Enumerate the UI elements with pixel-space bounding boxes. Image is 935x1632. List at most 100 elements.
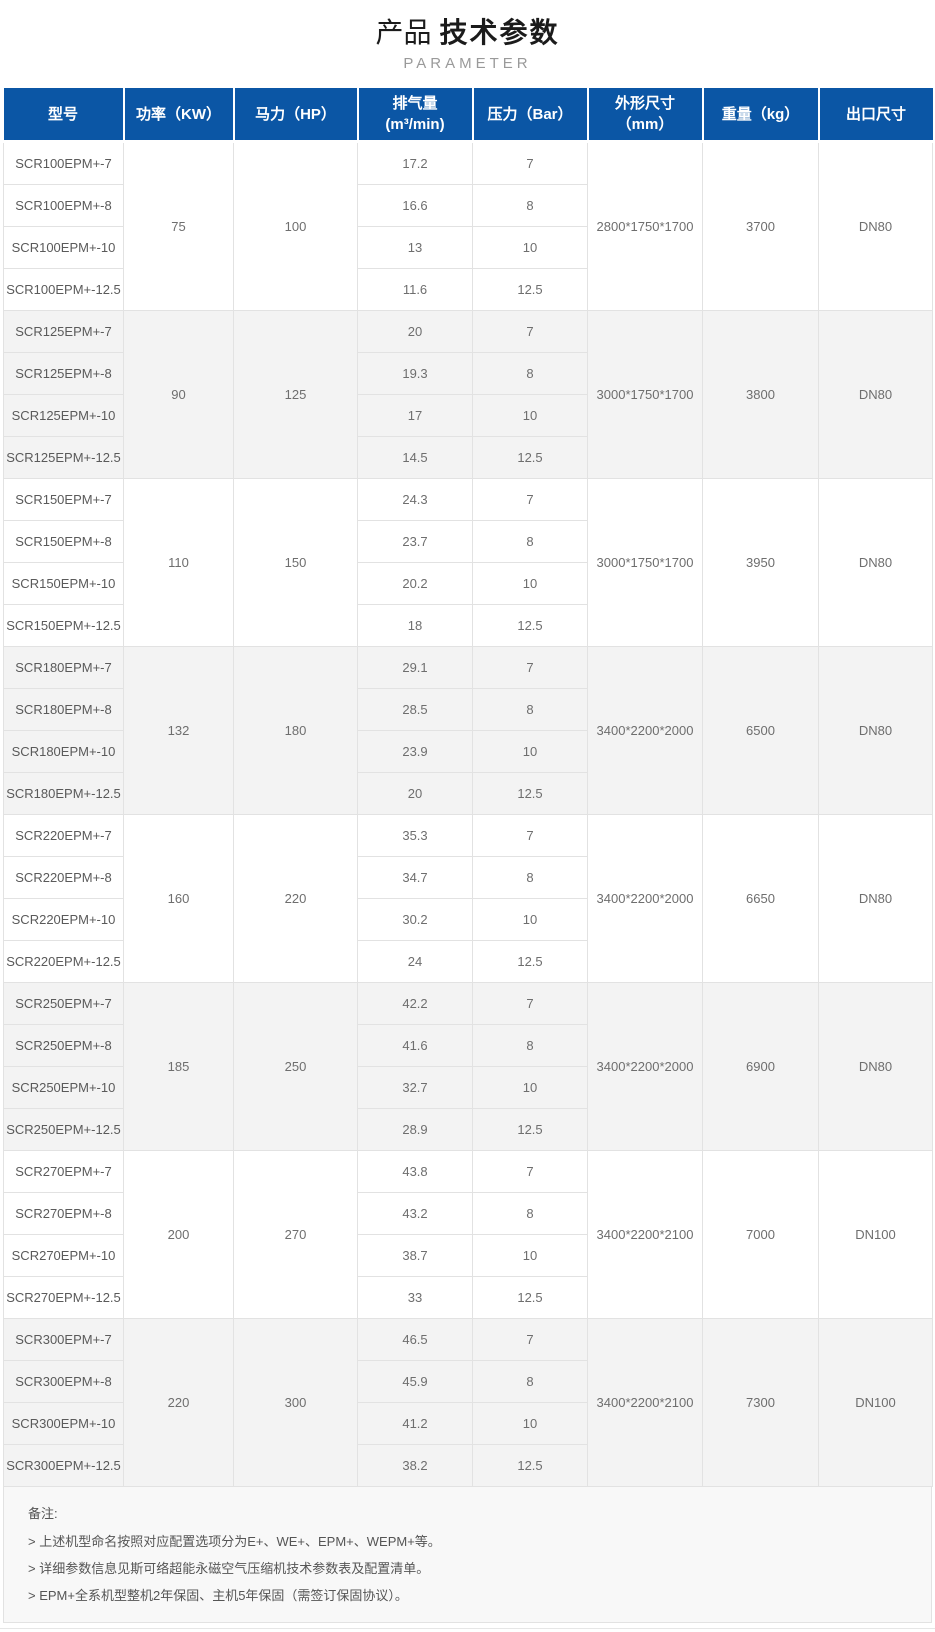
pressure-cell: 10 bbox=[472, 562, 588, 605]
weight-cell: 6500 bbox=[702, 646, 819, 815]
pressure-cell: 8 bbox=[472, 1024, 588, 1067]
table-row: SCR250EPM+-8 41.6 8 bbox=[3, 1024, 933, 1067]
displacement-cell: 43.8 bbox=[357, 1150, 473, 1193]
displacement-cell: 16.6 bbox=[357, 184, 473, 227]
table-row: SCR180EPM+-7 132 180 29.1 7 3400*2200*2000 650… bbox=[3, 646, 933, 815]
outlet-cell: DN100 bbox=[818, 1318, 933, 1487]
displacement-cell: 19.3 bbox=[357, 352, 473, 395]
displacement-cell: 13 bbox=[357, 226, 473, 269]
power-cell: 200 bbox=[123, 1150, 234, 1319]
model-cell: SCR125EPM+-12.5 bbox=[3, 436, 124, 479]
model-cell: SCR300EPM+-10 bbox=[3, 1402, 124, 1445]
dimensions-cell: 3400*2200*2000 bbox=[587, 646, 703, 815]
pressure-cell: 12.5 bbox=[472, 772, 588, 815]
outlet-cell: DN80 bbox=[818, 982, 933, 1151]
displacement-cell: 24.3 bbox=[357, 478, 473, 521]
outlet-cell: DN80 bbox=[818, 310, 933, 479]
pressure-cell: 7 bbox=[472, 1318, 588, 1361]
page-title-regular: 产品 bbox=[375, 17, 432, 48]
table-row: SCR300EPM+-8 45.9 8 bbox=[3, 1360, 933, 1403]
pressure-cell: 8 bbox=[472, 1192, 588, 1235]
horsepower-cell: 150 bbox=[233, 478, 358, 647]
model-cell: SCR100EPM+-10 bbox=[3, 226, 124, 269]
model-cell: SCR100EPM+-7 bbox=[3, 141, 124, 185]
weight-cell: 3800 bbox=[702, 310, 819, 479]
displacement-cell: 23.9 bbox=[357, 730, 473, 773]
weight-cell: 3950 bbox=[702, 478, 819, 647]
displacement-cell: 30.2 bbox=[357, 898, 473, 941]
model-cell: SCR125EPM+-8 bbox=[3, 352, 124, 395]
horsepower-cell: 220 bbox=[233, 814, 358, 983]
col-header-horsepower: 马力（HP） bbox=[233, 88, 359, 143]
displacement-cell: 11.6 bbox=[357, 268, 473, 311]
table-row: SCR125EPM+-12.5 14.5 12.5 bbox=[3, 436, 933, 479]
table-row: SCR270EPM+-7 200 270 43.8 7 3400*2200*2100 700… bbox=[3, 1150, 933, 1319]
model-cell: SCR125EPM+-10 bbox=[3, 394, 124, 437]
weight-cell: 7300 bbox=[702, 1318, 819, 1487]
dimensions-cell: 3400*2200*2100 bbox=[587, 1318, 703, 1487]
model-cell: SCR300EPM+-7 bbox=[3, 1318, 124, 1361]
displacement-cell: 14.5 bbox=[357, 436, 473, 479]
model-cell: SCR250EPM+-7 bbox=[3, 982, 124, 1025]
weight-cell: 3700 bbox=[702, 141, 819, 311]
header-row: 型号 功率（KW） 马力（HP） 排气量 (m³/min) 压力（Bar） 外形尺寸 （mm）… bbox=[3, 88, 933, 143]
dimensions-cell: 3400*2200*2100 bbox=[587, 1150, 703, 1319]
table-row: SCR180EPM+-10 23.9 10 bbox=[3, 730, 933, 773]
col-header-power-line: 功率（KW） bbox=[136, 105, 221, 123]
horsepower-cell: 125 bbox=[233, 310, 358, 479]
note-item: > 上述机型命名按照对应配置选项分为E+、WE+、EPM+、WEPM+等。 bbox=[28, 1534, 441, 1549]
pressure-cell: 10 bbox=[472, 730, 588, 773]
pressure-cell: 12.5 bbox=[472, 436, 588, 479]
page-title: 产品 技术参数 bbox=[3, 0, 932, 50]
dimensions-cell: 2800*1750*1700 bbox=[587, 141, 703, 311]
pressure-cell: 7 bbox=[472, 982, 588, 1025]
table-row: SCR250EPM+-7 185 250 42.2 7 3400*2200*2000 690… bbox=[3, 982, 933, 1151]
note-item: > 详细参数信息见斯可络超能永磁空气压缩机技术参数表及配置清单。 bbox=[28, 1561, 430, 1576]
displacement-cell: 46.5 bbox=[357, 1318, 473, 1361]
model-cell: SCR180EPM+-12.5 bbox=[3, 772, 124, 815]
displacement-cell: 32.7 bbox=[357, 1066, 473, 1109]
notes-list: > 上述机型命名按照对应配置选项分为E+、WE+、EPM+、WEPM+等。 > 详… bbox=[28, 1528, 911, 1609]
dimensions-cell: 3400*2200*2000 bbox=[587, 814, 703, 983]
table-row: SCR250EPM+-12.5 28.9 12.5 bbox=[3, 1108, 933, 1151]
model-cell: SCR150EPM+-7 bbox=[3, 478, 124, 521]
col-header-displacement-line: (m³/min) bbox=[385, 116, 445, 133]
note-item: > EPM+全系机型整机2年保固、主机5年保固（需签订保固协议）。 bbox=[28, 1588, 408, 1603]
table-row: SCR150EPM+-12.5 18 12.5 bbox=[3, 604, 933, 647]
displacement-cell: 20 bbox=[357, 772, 473, 815]
displacement-cell: 38.7 bbox=[357, 1234, 473, 1277]
col-header-horsepower-line: 马力（HP） bbox=[255, 105, 336, 123]
model-cell: SCR150EPM+-10 bbox=[3, 562, 124, 605]
table-row: SCR220EPM+-10 30.2 10 bbox=[3, 898, 933, 941]
pressure-cell: 10 bbox=[472, 898, 588, 941]
pressure-cell: 10 bbox=[472, 1066, 588, 1109]
col-header-model: 型号 bbox=[3, 88, 125, 143]
pressure-cell: 8 bbox=[472, 1360, 588, 1403]
pressure-cell: 7 bbox=[472, 310, 588, 353]
table-row: SCR100EPM+-7 75 100 17.2 7 2800*1750*1700 3700… bbox=[3, 141, 933, 311]
col-header-power: 功率（KW） bbox=[123, 88, 235, 143]
model-cell: SCR125EPM+-7 bbox=[3, 310, 124, 353]
pressure-cell: 7 bbox=[472, 646, 588, 689]
model-cell: SCR220EPM+-8 bbox=[3, 856, 124, 899]
displacement-cell: 23.7 bbox=[357, 520, 473, 563]
pressure-cell: 10 bbox=[472, 226, 588, 269]
outlet-cell: DN100 bbox=[818, 1150, 933, 1319]
displacement-cell: 35.3 bbox=[357, 814, 473, 857]
displacement-cell: 28.9 bbox=[357, 1108, 473, 1151]
pressure-cell: 10 bbox=[472, 1234, 588, 1277]
model-cell: SCR270EPM+-8 bbox=[3, 1192, 124, 1235]
col-header-pressure-line: 压力（Bar） bbox=[487, 105, 573, 123]
power-cell: 185 bbox=[123, 982, 234, 1151]
pressure-cell: 12.5 bbox=[472, 1444, 588, 1487]
horsepower-cell: 180 bbox=[233, 646, 358, 815]
table-row: SCR125EPM+-7 90 125 20 7 3000*1750*1700 3800 DN… bbox=[3, 310, 933, 479]
table-row: SCR100EPM+-10 13 10 bbox=[3, 226, 933, 269]
model-cell: SCR220EPM+-7 bbox=[3, 814, 124, 857]
col-header-weight: 重量（kg） bbox=[702, 88, 820, 143]
horsepower-cell: 250 bbox=[233, 982, 358, 1151]
table-row: SCR270EPM+-10 38.7 10 bbox=[3, 1234, 933, 1277]
model-cell: SCR270EPM+-12.5 bbox=[3, 1276, 124, 1319]
table-row: SCR180EPM+-8 28.5 8 bbox=[3, 688, 933, 731]
pressure-cell: 10 bbox=[472, 1402, 588, 1445]
